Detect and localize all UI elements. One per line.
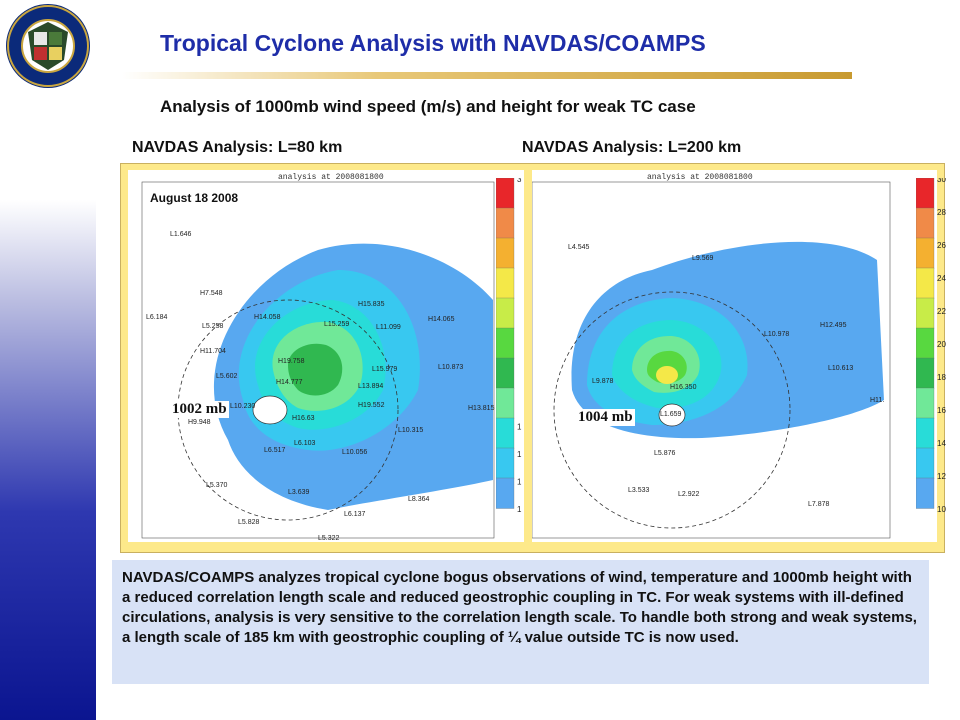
map-extremum-label: H11.704: [200, 348, 226, 355]
map-title: analysis at 2008081800: [278, 173, 384, 182]
colorbar-swatch: [496, 477, 515, 509]
map-extremum-label: L5.602: [216, 373, 238, 380]
colorbar-swatch: [916, 387, 935, 419]
colorbar-tick: 28: [937, 208, 946, 217]
colorbar-swatch: [916, 267, 935, 299]
map-extremum-label: L5.828: [238, 519, 260, 526]
map-extremum-label: L6.137: [344, 511, 366, 518]
map-extremum-label: L10.315: [398, 427, 423, 434]
page-subtitle: Analysis of 1000mb wind speed (m/s) and …: [160, 97, 696, 116]
page-title: Tropical Cyclone Analysis with NAVDAS/CO…: [160, 30, 706, 56]
map-extremum-label: L5.258: [202, 323, 224, 330]
wind-map-l200: analysis at 2008081800 L4.545 L9.569 L10.9…: [532, 170, 937, 542]
title-underline: [122, 72, 852, 79]
colorbar-left: 3 1 1 1 1: [496, 178, 522, 514]
map-extremum-label: L5.370: [206, 482, 228, 489]
map-extremum-label: L15.259: [324, 321, 349, 328]
colorbar-swatch: [916, 477, 935, 509]
colorbar-swatch: [916, 237, 935, 269]
colorbar-swatch: [916, 297, 935, 329]
colorbar-tick: 20: [937, 340, 946, 349]
map-extremum-label: L10.613: [828, 365, 853, 372]
wind-map-l80: analysis at 2008081800 L1.646 H7.548 L6.18…: [128, 170, 524, 542]
colorbar-swatch: [496, 237, 515, 269]
colorbar-swatch: [916, 447, 935, 479]
pressure-label-1002: 1002 mb: [170, 401, 229, 418]
colorbar-tick: 22: [937, 307, 946, 316]
map-extremum-label: L9.878: [592, 378, 614, 385]
colorbar-swatch: [916, 178, 935, 209]
nrl-logo: [6, 4, 90, 88]
colorbar-swatch: [496, 417, 515, 449]
map-extremum-label: H14.065: [428, 316, 455, 323]
colorbar-swatch: [496, 267, 515, 299]
map-extremum-label: L1.646: [170, 231, 192, 238]
description-text: NAVDAS/COAMPS analyzes tropical cyclone …: [112, 560, 929, 684]
map-extremum-label: L15.979: [372, 366, 397, 373]
map-extremum-label: H11.: [870, 397, 884, 404]
pressure-label-1004: 1004 mb: [576, 409, 635, 426]
sidebar-gradient: [0, 200, 96, 720]
map-extremum-label: L10.978: [764, 331, 789, 338]
map-extremum-label: L6.184: [146, 314, 168, 321]
colorbar-tick: 30: [937, 178, 946, 184]
map-extremum-label: L5.322: [318, 535, 340, 542]
map-extremum-label: L10.056: [342, 449, 367, 456]
map-extremum-label: H16.350: [670, 384, 697, 391]
panel-label-l80: NAVDAS Analysis: L=80 km: [132, 139, 343, 156]
map-extremum-label: H9.948: [188, 419, 211, 426]
colorbar-swatch: [496, 357, 515, 389]
map-extremum-label: L4.545: [568, 244, 590, 251]
colorbar-swatch: [496, 178, 515, 209]
colorbar-swatch: [496, 327, 515, 359]
colorbar-right: 30 28 26 24 22 20 18 16 14 12 10: [916, 178, 946, 514]
map-extremum-label: H16.63: [292, 415, 315, 422]
date-label: August 18 2008: [150, 191, 239, 205]
colorbar-tick: 12: [937, 472, 946, 481]
map-extremum-label: L13.894: [358, 383, 383, 390]
colorbar-tick: 3: [517, 178, 522, 184]
colorbar-tick: 14: [937, 439, 946, 448]
colorbar-swatch: [496, 297, 515, 329]
map-extremum-label: L8.364: [408, 496, 430, 503]
map-extremum-label: L10.873: [438, 364, 463, 371]
map-extremum-label: H14.777: [276, 379, 303, 386]
colorbar-tick: 1: [517, 478, 522, 487]
colorbar-tick: 16: [937, 406, 946, 415]
map-extremum-label: L3.533: [628, 487, 650, 494]
colorbar-tick: 1: [517, 505, 522, 514]
map-extremum-label: L2.922: [678, 491, 700, 498]
colorbar-tick: 1: [517, 450, 522, 459]
map-extremum-label: L6.103: [294, 440, 316, 447]
map-extremum-label: H13.815: [468, 405, 495, 412]
map-extremum-label: H15.835: [358, 301, 385, 308]
map-extremum-label: H19.758: [278, 358, 305, 365]
colorbar-tick: 24: [937, 274, 946, 283]
map-extremum-label: L5.876: [654, 450, 676, 457]
map-extremum-label: H14.058: [254, 314, 281, 321]
map-extremum-label: L11.099: [376, 324, 401, 331]
map-extremum-label: H12.495: [820, 322, 847, 329]
map-extremum-label: L6.517: [264, 447, 286, 454]
colorbar-swatch: [916, 327, 935, 359]
colorbar-swatch: [916, 417, 935, 449]
colorbar-tick: 10: [937, 505, 946, 514]
colorbar-swatch: [916, 207, 935, 239]
colorbar-swatch: [496, 387, 515, 419]
map-extremum-label: L9.569: [692, 255, 714, 262]
colorbar-swatch: [496, 207, 515, 239]
map-extremum-label: L1.659: [660, 411, 682, 418]
map-extremum-label: H19.552: [358, 402, 385, 409]
colorbar-tick: 18: [937, 373, 946, 382]
map-extremum-label: H7.548: [200, 290, 223, 297]
colorbar-swatch: [916, 357, 935, 389]
map-extremum-label: L7.878: [808, 501, 830, 508]
map-title-2: analysis at 2008081800: [647, 173, 753, 182]
colorbar-swatch: [496, 447, 515, 479]
panel-label-l200: NAVDAS Analysis: L=200 km: [522, 139, 742, 156]
colorbar-tick: 26: [937, 241, 946, 250]
map-extremum-label: L3.639: [288, 489, 310, 496]
colorbar-tick: 1: [517, 423, 522, 432]
map-extremum-label: L10.230: [230, 403, 255, 410]
